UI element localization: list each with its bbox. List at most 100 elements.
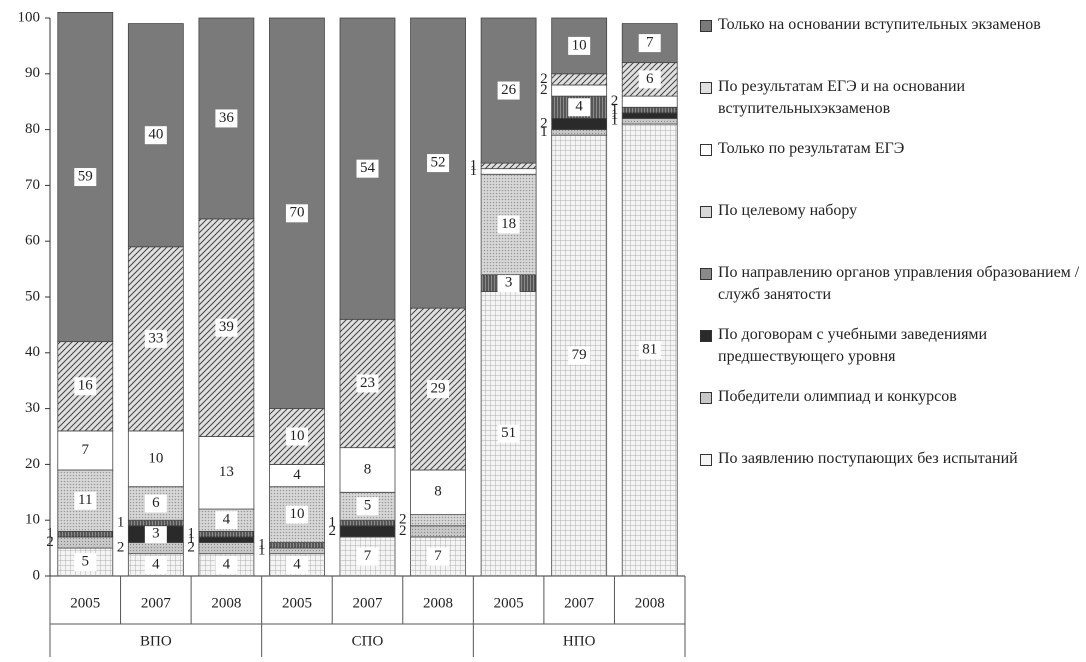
value-label: 6 [646, 71, 654, 87]
value-label: 54 [360, 160, 376, 176]
value-label: 4 [223, 512, 231, 528]
label-bg [144, 525, 167, 544]
x-tick-label: 2007 [353, 595, 384, 611]
label-bg [638, 34, 661, 53]
y-tick-label: 40 [25, 344, 40, 360]
label-bg [285, 204, 308, 223]
value-label: 13 [219, 464, 234, 480]
legend-item: По целевому набору [700, 200, 1080, 262]
bar-pattern [198, 531, 254, 537]
value-label: 1 [540, 124, 548, 140]
legend-item: Только по результатам ЕГЭ [700, 138, 1080, 200]
x-tick-label: 2008 [423, 595, 453, 611]
legend-label: По договорам с учебными заведениями пред… [718, 326, 988, 365]
label-bg [568, 98, 591, 117]
legend-item: По заявлению поступающих без испытаний [700, 448, 1080, 510]
y-tick-label: 10 [25, 512, 40, 528]
bar-pattern [269, 542, 325, 549]
x-tick-label: 2008 [211, 595, 241, 611]
label-bg [497, 274, 520, 293]
legend-swatch [700, 330, 712, 342]
bar-pattern [340, 520, 395, 526]
y-tick-label: 70 [25, 177, 40, 193]
bar-segment [621, 112, 678, 119]
bar-pattern [57, 531, 113, 537]
label-bg [215, 511, 238, 530]
value-label: 29 [431, 381, 446, 397]
label-bg [427, 483, 450, 502]
bar-segment [551, 84, 608, 97]
legend-item: Победители олимпиад и конкурсов [700, 386, 1080, 448]
label-bg [356, 374, 379, 393]
value-label: 2 [540, 115, 548, 131]
value-label: 1 [258, 537, 266, 553]
label-bg [144, 449, 167, 468]
value-label: 5 [82, 553, 90, 569]
label-bg [497, 81, 520, 100]
bar-pattern [551, 73, 607, 85]
legend-item: По договорам с учебными заведениями пред… [700, 324, 1080, 386]
bar-segment [339, 525, 396, 538]
y-tick-label: 50 [25, 288, 40, 304]
value-label: 18 [501, 216, 516, 232]
value-label: 6 [152, 495, 160, 511]
value-label: 33 [148, 330, 163, 346]
legend-swatch [700, 82, 712, 94]
value-label: 36 [219, 110, 235, 126]
legend-item: По направлению органов управления образо… [700, 262, 1080, 324]
value-label: 2 [187, 540, 195, 556]
value-label: 7 [364, 548, 372, 564]
value-label: 1 [46, 526, 54, 542]
value-label: 1 [470, 157, 478, 173]
x-tick-label: 2007 [564, 595, 595, 611]
value-label: 2 [399, 512, 407, 528]
value-label: 2 [540, 71, 548, 87]
x-tick-label: 2008 [635, 595, 665, 611]
value-label: 3 [152, 526, 160, 542]
bar-segment [480, 168, 537, 175]
legend-label: По заявлению поступающих без испытаний [718, 450, 1018, 467]
bar-pattern [198, 542, 254, 554]
label-bg [356, 159, 379, 178]
x-tick-label: 2007 [141, 595, 172, 611]
y-tick-label: 30 [25, 400, 40, 416]
value-label: 4 [293, 556, 301, 572]
value-label: 39 [219, 319, 234, 335]
label-bg [74, 168, 97, 187]
legend-swatch [700, 268, 712, 280]
bar-pattern [622, 118, 678, 125]
value-label: 2 [46, 534, 54, 550]
legend-swatch [700, 206, 712, 218]
value-label: 11 [78, 492, 92, 508]
value-label: 79 [572, 347, 587, 363]
chart: 0 10 20 30 40 50 60 70 80 90 100 2005 2007 2008 2005 20… [18, 9, 686, 657]
label-bg [215, 555, 238, 574]
value-label: 3 [505, 274, 513, 290]
value-label: 23 [360, 375, 375, 391]
label-bg [74, 491, 97, 510]
legend-label: По результатам ЕГЭ и на основании вступи… [718, 78, 966, 117]
label-bg [144, 555, 167, 574]
y-tick-label: 90 [25, 65, 40, 81]
label-bg [638, 70, 661, 89]
label-bg [144, 329, 167, 348]
value-label: 8 [434, 484, 442, 500]
label-bg [285, 555, 308, 574]
value-label: 5 [364, 498, 372, 514]
value-label: 8 [364, 461, 372, 477]
group-label: ВПО [140, 633, 172, 649]
legend-label: Только по результатам ЕГЭ [718, 140, 905, 157]
value-label: 2 [540, 82, 548, 98]
value-label: 2 [117, 540, 125, 556]
bar-pattern [128, 520, 184, 526]
label-bg [568, 346, 591, 365]
value-label: 70 [289, 205, 304, 221]
legend-label: Только на основании вступительных экзаме… [718, 16, 1041, 33]
label-bg [497, 215, 520, 234]
value-label: 52 [431, 155, 446, 171]
bar-pattern [410, 514, 466, 526]
x-tick-label: 2005 [494, 595, 524, 611]
value-label: 1 [470, 163, 478, 179]
bar-segment [198, 536, 255, 543]
